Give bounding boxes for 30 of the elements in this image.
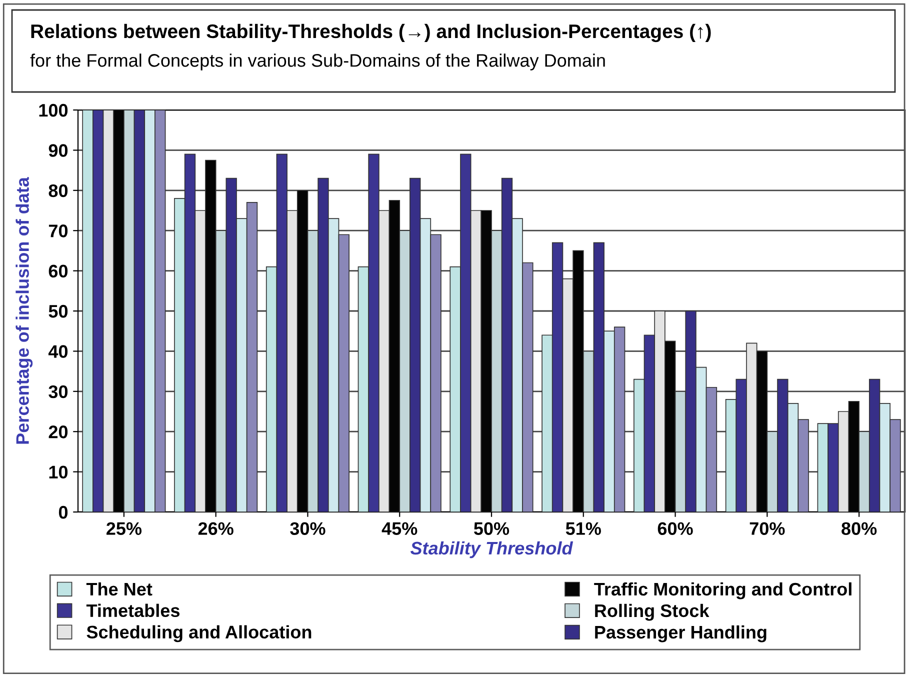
y-tick-label: 40 bbox=[48, 345, 68, 358]
y-tick-label: 10 bbox=[49, 466, 68, 479]
x-tick-label: 50% bbox=[474, 522, 510, 535]
x-tick-label: 26% bbox=[198, 522, 234, 535]
y-tick-label: 80 bbox=[48, 184, 68, 198]
legend-label: Traffic Monitoring and Control bbox=[594, 582, 852, 600]
x-axis-title: Stability Threshold bbox=[410, 541, 574, 558]
legend-label: Passenger Handling bbox=[595, 625, 766, 642]
x-tick-label: 25% bbox=[106, 522, 142, 535]
chart-subtitle: for the Formal Concepts in various Sub-Domains of the Railway Domain bbox=[30, 54, 605, 70]
legend-label: The Net bbox=[86, 582, 152, 596]
y-axis-title: Percentage of inclusion of data bbox=[16, 176, 33, 444]
x-tick-label: 30% bbox=[290, 522, 326, 536]
x-tick-label: 70% bbox=[750, 522, 785, 535]
x-tick-label: 45% bbox=[382, 522, 418, 535]
legend-label: Scheduling and Allocation bbox=[86, 625, 312, 642]
legend-label: Rolling Stock bbox=[595, 604, 710, 621]
y-tick-label: 90 bbox=[48, 144, 68, 157]
y-tick-label: 70 bbox=[48, 224, 68, 238]
x-tick-label: 51% bbox=[566, 522, 601, 535]
y-tick-label: 30 bbox=[48, 385, 68, 398]
x-tick-label: 60% bbox=[658, 522, 693, 535]
x-tick-label: 80% bbox=[842, 522, 877, 535]
y-tick-label: 50 bbox=[48, 304, 68, 318]
y-tick-label: 20 bbox=[48, 426, 68, 438]
legend-label: Timetables bbox=[86, 604, 180, 618]
chart-title: Relations between Stability-Thresholds (→) and Inclusion-Percentages (↑) bbox=[31, 24, 711, 42]
y-tick-label: 60 bbox=[48, 264, 68, 278]
y-tick-label: 0 bbox=[58, 506, 68, 519]
y-tick-label: 100 bbox=[39, 104, 68, 117]
